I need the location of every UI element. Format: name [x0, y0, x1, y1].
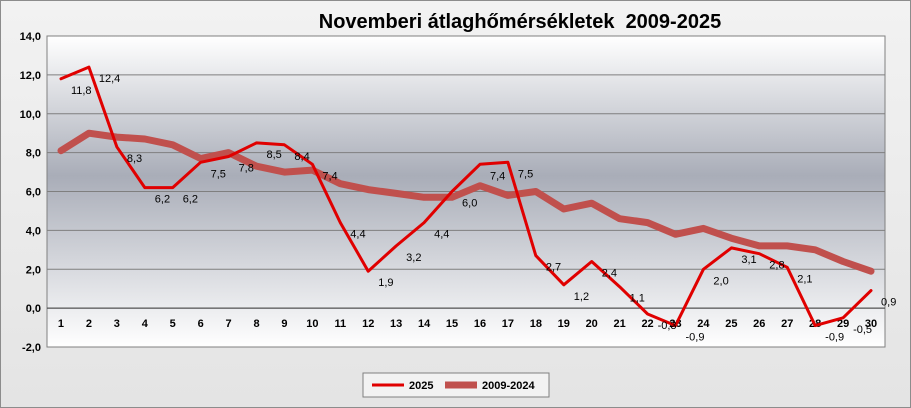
- data-label: 4,4: [350, 229, 365, 241]
- x-tick-label: 22: [641, 318, 653, 330]
- series-line-2025: [59, 65, 873, 328]
- x-tick-label: 7: [226, 318, 232, 330]
- x-tick-label: 8: [253, 318, 259, 330]
- y-tick-label: 12,0: [20, 70, 41, 82]
- x-tick-label: 9: [281, 318, 287, 330]
- y-tick-label: 4,0: [26, 225, 41, 237]
- x-tick-label: 13: [390, 318, 402, 330]
- x-tick-label: 12: [362, 318, 374, 330]
- data-label: 3,2: [406, 252, 421, 264]
- x-tick-label: 3: [114, 318, 120, 330]
- data-label: 6,0: [462, 198, 477, 210]
- x-tick-label: 17: [502, 318, 514, 330]
- data-label: 11,8: [71, 85, 92, 97]
- data-label: 2,4: [602, 267, 617, 279]
- y-tick-label: 14,0: [20, 31, 41, 43]
- x-axis: 1 2 3 4 5 6 7 8 9 10 11 12 13 14 15 16 17 18 19 20 21 22 23 24 2…: [58, 318, 877, 330]
- y-axis: -2,0 0,0 2,0 4,0 6,0 8,0 10,0 12,0 14,0: [20, 31, 41, 354]
- x-tick-label: 10: [306, 318, 318, 330]
- data-label: 1,1: [630, 293, 645, 305]
- data-label: 7,8: [239, 163, 254, 175]
- x-tick-label: 2: [86, 318, 92, 330]
- y-tick-label: 8,0: [26, 148, 41, 160]
- data-label: 8,4: [294, 151, 309, 163]
- x-tick-label: 21: [614, 318, 626, 330]
- data-label: 8,5: [267, 149, 282, 161]
- data-label: 2,1: [797, 273, 812, 285]
- data-label: 12,4: [99, 73, 120, 85]
- data-label: 3,1: [741, 254, 756, 266]
- legend: 2025 2009-2024: [362, 372, 550, 398]
- y-tick-label: -2,0: [22, 342, 41, 354]
- y-tick-label: 10,0: [20, 109, 41, 121]
- data-label: 6,2: [183, 194, 198, 206]
- x-tick-label: 16: [474, 318, 486, 330]
- x-tick-label: 30: [865, 318, 877, 330]
- legend-label-2009-2024: 2009-2024: [482, 380, 535, 392]
- data-label: 2,8: [769, 260, 784, 272]
- x-tick-label: 14: [418, 318, 431, 330]
- data-label: 7,4: [322, 170, 337, 182]
- data-label: 7,4: [490, 170, 505, 182]
- data-label: 2,7: [546, 262, 561, 274]
- data-label: 2,0: [713, 275, 728, 287]
- x-tick-label: 5: [170, 318, 176, 330]
- data-label: 0,9: [881, 297, 896, 309]
- x-tick-label: 18: [530, 318, 542, 330]
- x-tick-label: 11: [334, 318, 346, 330]
- data-label: 1,9: [378, 277, 393, 289]
- data-label: 8,3: [127, 153, 142, 165]
- y-tick-label: 2,0: [26, 264, 41, 276]
- x-tick-label: 1: [58, 318, 64, 330]
- series-line-2009-2024: [57, 129, 875, 275]
- data-label: -0,3: [658, 320, 677, 332]
- data-label: 7,5: [211, 168, 226, 180]
- data-label: -0,9: [686, 332, 705, 344]
- chart-title: Novemberi átlaghőmérsékletek 2009-2025: [319, 11, 721, 33]
- data-label: 6,2: [155, 194, 170, 206]
- data-label: 7,5: [518, 168, 533, 180]
- data-label: 1,2: [574, 291, 589, 303]
- x-tick-label: 25: [725, 318, 737, 330]
- x-tick-label: 4: [142, 318, 149, 330]
- legend-label-2025: 2025: [409, 380, 433, 392]
- data-label: 4,4: [434, 229, 449, 241]
- x-tick-label: 20: [586, 318, 598, 330]
- x-tick-label: 29: [837, 318, 849, 330]
- data-labels: 11,8 12,4 8,3 6,2 6,2 7,5 7,8 8,5 8,4 7,4 4,4 1,9 3,…: [71, 73, 896, 344]
- data-label: -0,9: [825, 332, 844, 344]
- y-tick-label: 6,0: [26, 187, 41, 199]
- x-tick-label: 6: [198, 318, 204, 330]
- x-tick-label: 19: [558, 318, 570, 330]
- y-tick-label: 0,0: [26, 303, 41, 315]
- data-label: -0,5: [853, 324, 872, 336]
- x-tick-label: 15: [446, 318, 458, 330]
- x-tick-label: 27: [781, 318, 793, 330]
- series-group: [57, 65, 875, 328]
- x-tick-label: 24: [697, 318, 710, 330]
- x-tick-label: 26: [753, 318, 765, 330]
